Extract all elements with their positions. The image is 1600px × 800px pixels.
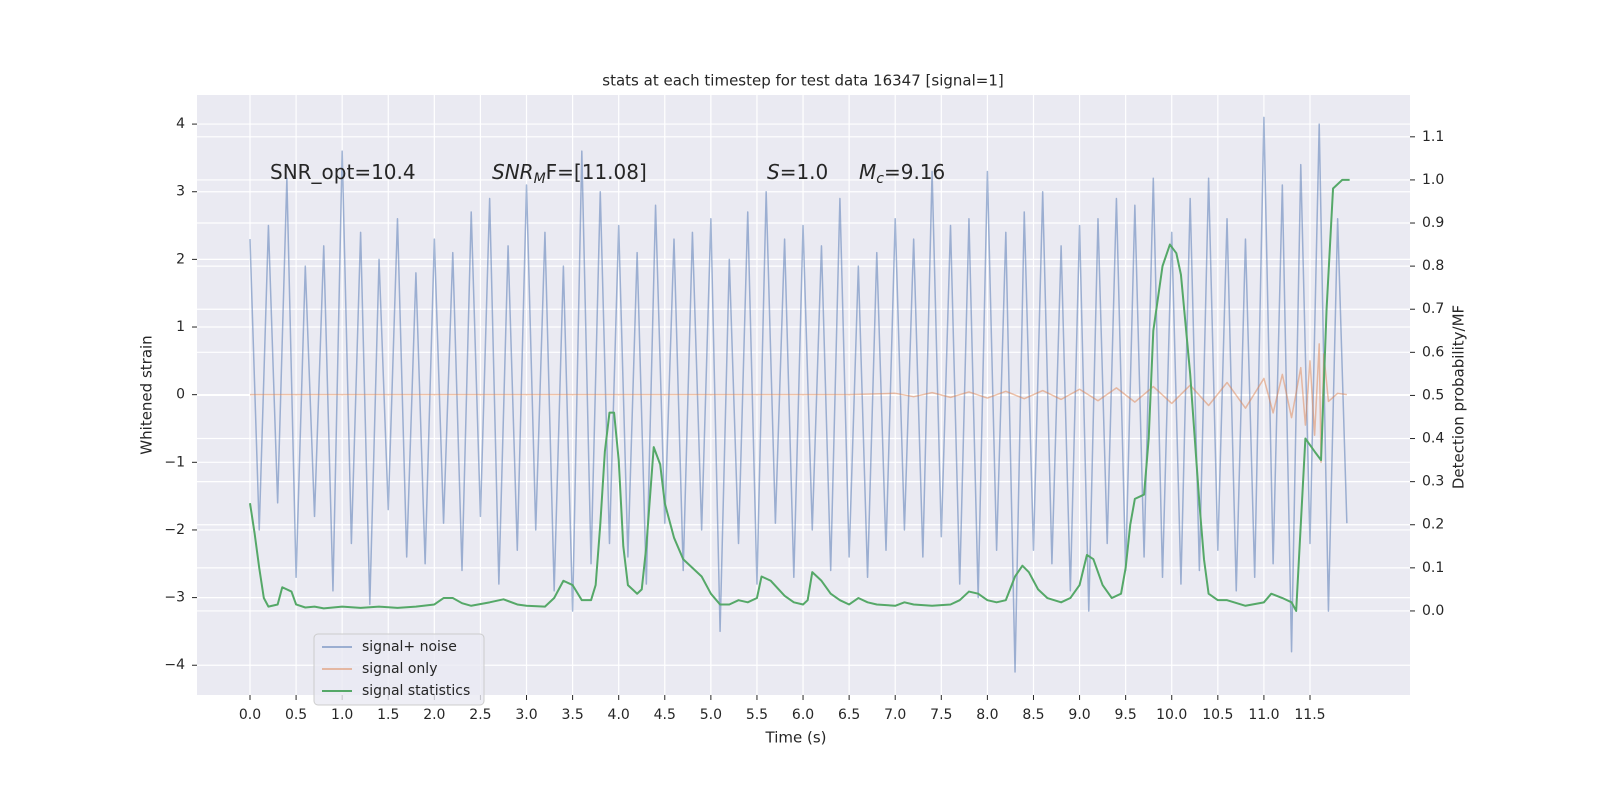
series-line xyxy=(250,343,1347,464)
y-tick-label: 3 xyxy=(176,184,185,200)
x-tick-label: 6.5 xyxy=(838,707,860,723)
x-tick-label: 1.0 xyxy=(331,707,353,723)
x-tick-label: 5.0 xyxy=(700,707,722,723)
x-tick-label: 7.5 xyxy=(930,707,952,723)
y2-tick-label: 0.7 xyxy=(1422,301,1444,317)
x-tick-label: 2.5 xyxy=(469,707,491,723)
x-tick-label: 3.5 xyxy=(561,707,583,723)
x-tick-label: 3.0 xyxy=(515,707,537,723)
annotation: Mc=9.16 xyxy=(859,160,945,188)
x-tick-label: 8.5 xyxy=(1022,707,1044,723)
series-line xyxy=(249,178,1350,612)
annotation-part: SNR_opt=10.4 xyxy=(270,160,416,184)
y2-tick-label: 0.2 xyxy=(1422,517,1444,533)
annotation-part: M xyxy=(534,171,546,187)
legend-label: signal statistics xyxy=(362,683,470,699)
y-tick-label: −2 xyxy=(164,522,185,538)
y-tick-label: 1 xyxy=(176,319,185,335)
y2-tick-label: 0.1 xyxy=(1422,560,1444,576)
annotation-part: S xyxy=(767,160,780,184)
y2-tick-label: 0.9 xyxy=(1422,215,1444,231)
y-axis-label: Whitened strain xyxy=(138,335,156,454)
annotation: SNRMF=[11.08] xyxy=(492,160,647,188)
y-tick-label: −4 xyxy=(164,657,185,673)
y-tick-label: −1 xyxy=(164,454,185,470)
y2-tick-label: 1.1 xyxy=(1422,129,1444,145)
annotation-part: SNR xyxy=(492,160,534,184)
x-tick-label: 7.0 xyxy=(884,707,906,723)
x-tick-label: 9.5 xyxy=(1115,707,1137,723)
chart-title: stats at each timestep for test data 163… xyxy=(602,72,1003,90)
x-tick-label: 5.5 xyxy=(746,707,768,723)
legend-label: signal only xyxy=(362,661,437,677)
axes: 0.0 0.5 1.0 1.5 2.0 2.5 3.0 3.5 4.0 4.5 5.0 5.5 6.0 6… xyxy=(164,116,1444,723)
x-tick-label: 11.0 xyxy=(1248,707,1279,723)
x-axis-label: Time (s) xyxy=(765,729,827,747)
x-tick-label: 4.5 xyxy=(654,707,676,723)
x-tick-label: 0.5 xyxy=(285,707,307,723)
x-tick-label: 10.5 xyxy=(1202,707,1233,723)
x-tick-label: 8.0 xyxy=(976,707,998,723)
annotation: SNR_opt=10.4 xyxy=(270,160,416,184)
y2-tick-label: 0.6 xyxy=(1422,344,1444,360)
y2-tick-label: 0.0 xyxy=(1422,603,1444,619)
x-tick-label: 0.0 xyxy=(239,707,261,723)
y-tick-label: 0 xyxy=(176,387,185,403)
annotation-part: M xyxy=(859,160,876,184)
annotation-part: c xyxy=(876,171,884,187)
x-tick-label: 10.0 xyxy=(1156,707,1187,723)
legend-box xyxy=(313,633,485,706)
y2-tick-label: 0.5 xyxy=(1422,387,1444,403)
legend-label: signal+ noise xyxy=(362,639,457,655)
x-tick-label: 1.5 xyxy=(377,707,399,723)
y2-tick-label: 0.8 xyxy=(1422,258,1444,274)
x-tick-label: 9.0 xyxy=(1068,707,1090,723)
annotation-part: F=[11.08] xyxy=(546,160,647,184)
y2-axis-label: Detection probability/MF xyxy=(1450,305,1468,489)
y-tick-label: 2 xyxy=(176,251,185,267)
x-tick-label: 2.0 xyxy=(423,707,445,723)
y-tick-label: −3 xyxy=(164,590,185,606)
series-line xyxy=(249,116,1348,673)
y2-tick-label: 1.0 xyxy=(1422,172,1444,188)
x-tick-label: 11.5 xyxy=(1294,707,1325,723)
annotation-part: =1.0 xyxy=(780,160,829,184)
marks: SNR_opt=10.4 SNRMF=[11.08] S=1.0 Mc=9.16 xyxy=(249,116,1350,673)
annotation: S=1.0 xyxy=(767,160,828,184)
x-tick-label: 6.0 xyxy=(792,707,814,723)
y2-tick-label: 0.3 xyxy=(1422,474,1444,490)
y2-tick-label: 0.4 xyxy=(1422,431,1444,447)
legend: signal+ noise signal only signal statistic… xyxy=(313,633,485,706)
x-tick-label: 4.0 xyxy=(608,707,630,723)
annotation-part: =9.16 xyxy=(884,160,945,184)
y-tick-label: 4 xyxy=(176,116,185,132)
